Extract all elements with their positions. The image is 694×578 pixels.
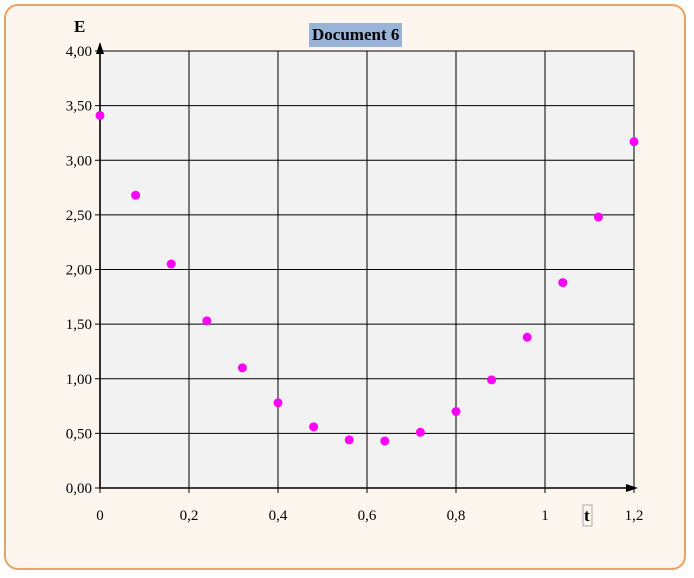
- data-point: [202, 316, 212, 326]
- data-point: [95, 110, 105, 120]
- y-tick-label: 3,50: [66, 99, 92, 115]
- data-point: [166, 259, 176, 269]
- x-tick-label: 0: [96, 508, 104, 524]
- data-point: [415, 427, 425, 437]
- x-axis-label: t: [584, 506, 590, 525]
- data-point: [522, 332, 532, 342]
- data-point: [629, 137, 639, 147]
- x-axis-label-box: [582, 504, 593, 527]
- data-point: [487, 375, 497, 385]
- data-point: [237, 363, 247, 373]
- x-tick-label: 0,8: [447, 508, 466, 524]
- y-tick-label: 2,00: [66, 263, 92, 279]
- y-tick-label: 2,50: [66, 208, 92, 224]
- x-tick-label: 1,2: [625, 508, 644, 524]
- data-point: [558, 278, 568, 288]
- y-axis-label: E: [74, 17, 85, 36]
- x-tick-labels: 0 0,2 0,4 0,6 0,8 1 1,2: [96, 508, 643, 524]
- x-tick-label: 0,4: [269, 508, 288, 524]
- y-tick-label: 0,00: [66, 481, 92, 497]
- data-point: [344, 435, 354, 445]
- x-tick-label: 1: [541, 508, 549, 524]
- x-axis-arrow: [626, 484, 638, 492]
- data-point: [131, 190, 141, 200]
- chart-title: Document 6: [309, 23, 403, 47]
- y-tick-label: 0,50: [66, 426, 92, 442]
- data-point: [593, 212, 603, 222]
- data-point: [451, 407, 461, 417]
- data-point: [273, 398, 283, 408]
- y-tick-label: 1,50: [66, 317, 92, 333]
- y-tick-label: 4,00: [66, 44, 92, 60]
- data-point: [380, 436, 390, 446]
- data-point: [309, 422, 319, 432]
- grid-lines: [100, 50, 635, 488]
- x-tick-label: 0,6: [358, 508, 377, 524]
- y-axis-arrow: [96, 42, 104, 54]
- y-tick-label: 3,00: [66, 153, 92, 169]
- x-tick-label: 0,2: [180, 508, 199, 524]
- y-tick-labels: 0,00 0,50 1,00 1,50 2,00 2,50 3,00 3,50 4,00: [66, 44, 92, 497]
- data-points: [95, 110, 639, 446]
- y-tick-label: 1,00: [66, 372, 92, 388]
